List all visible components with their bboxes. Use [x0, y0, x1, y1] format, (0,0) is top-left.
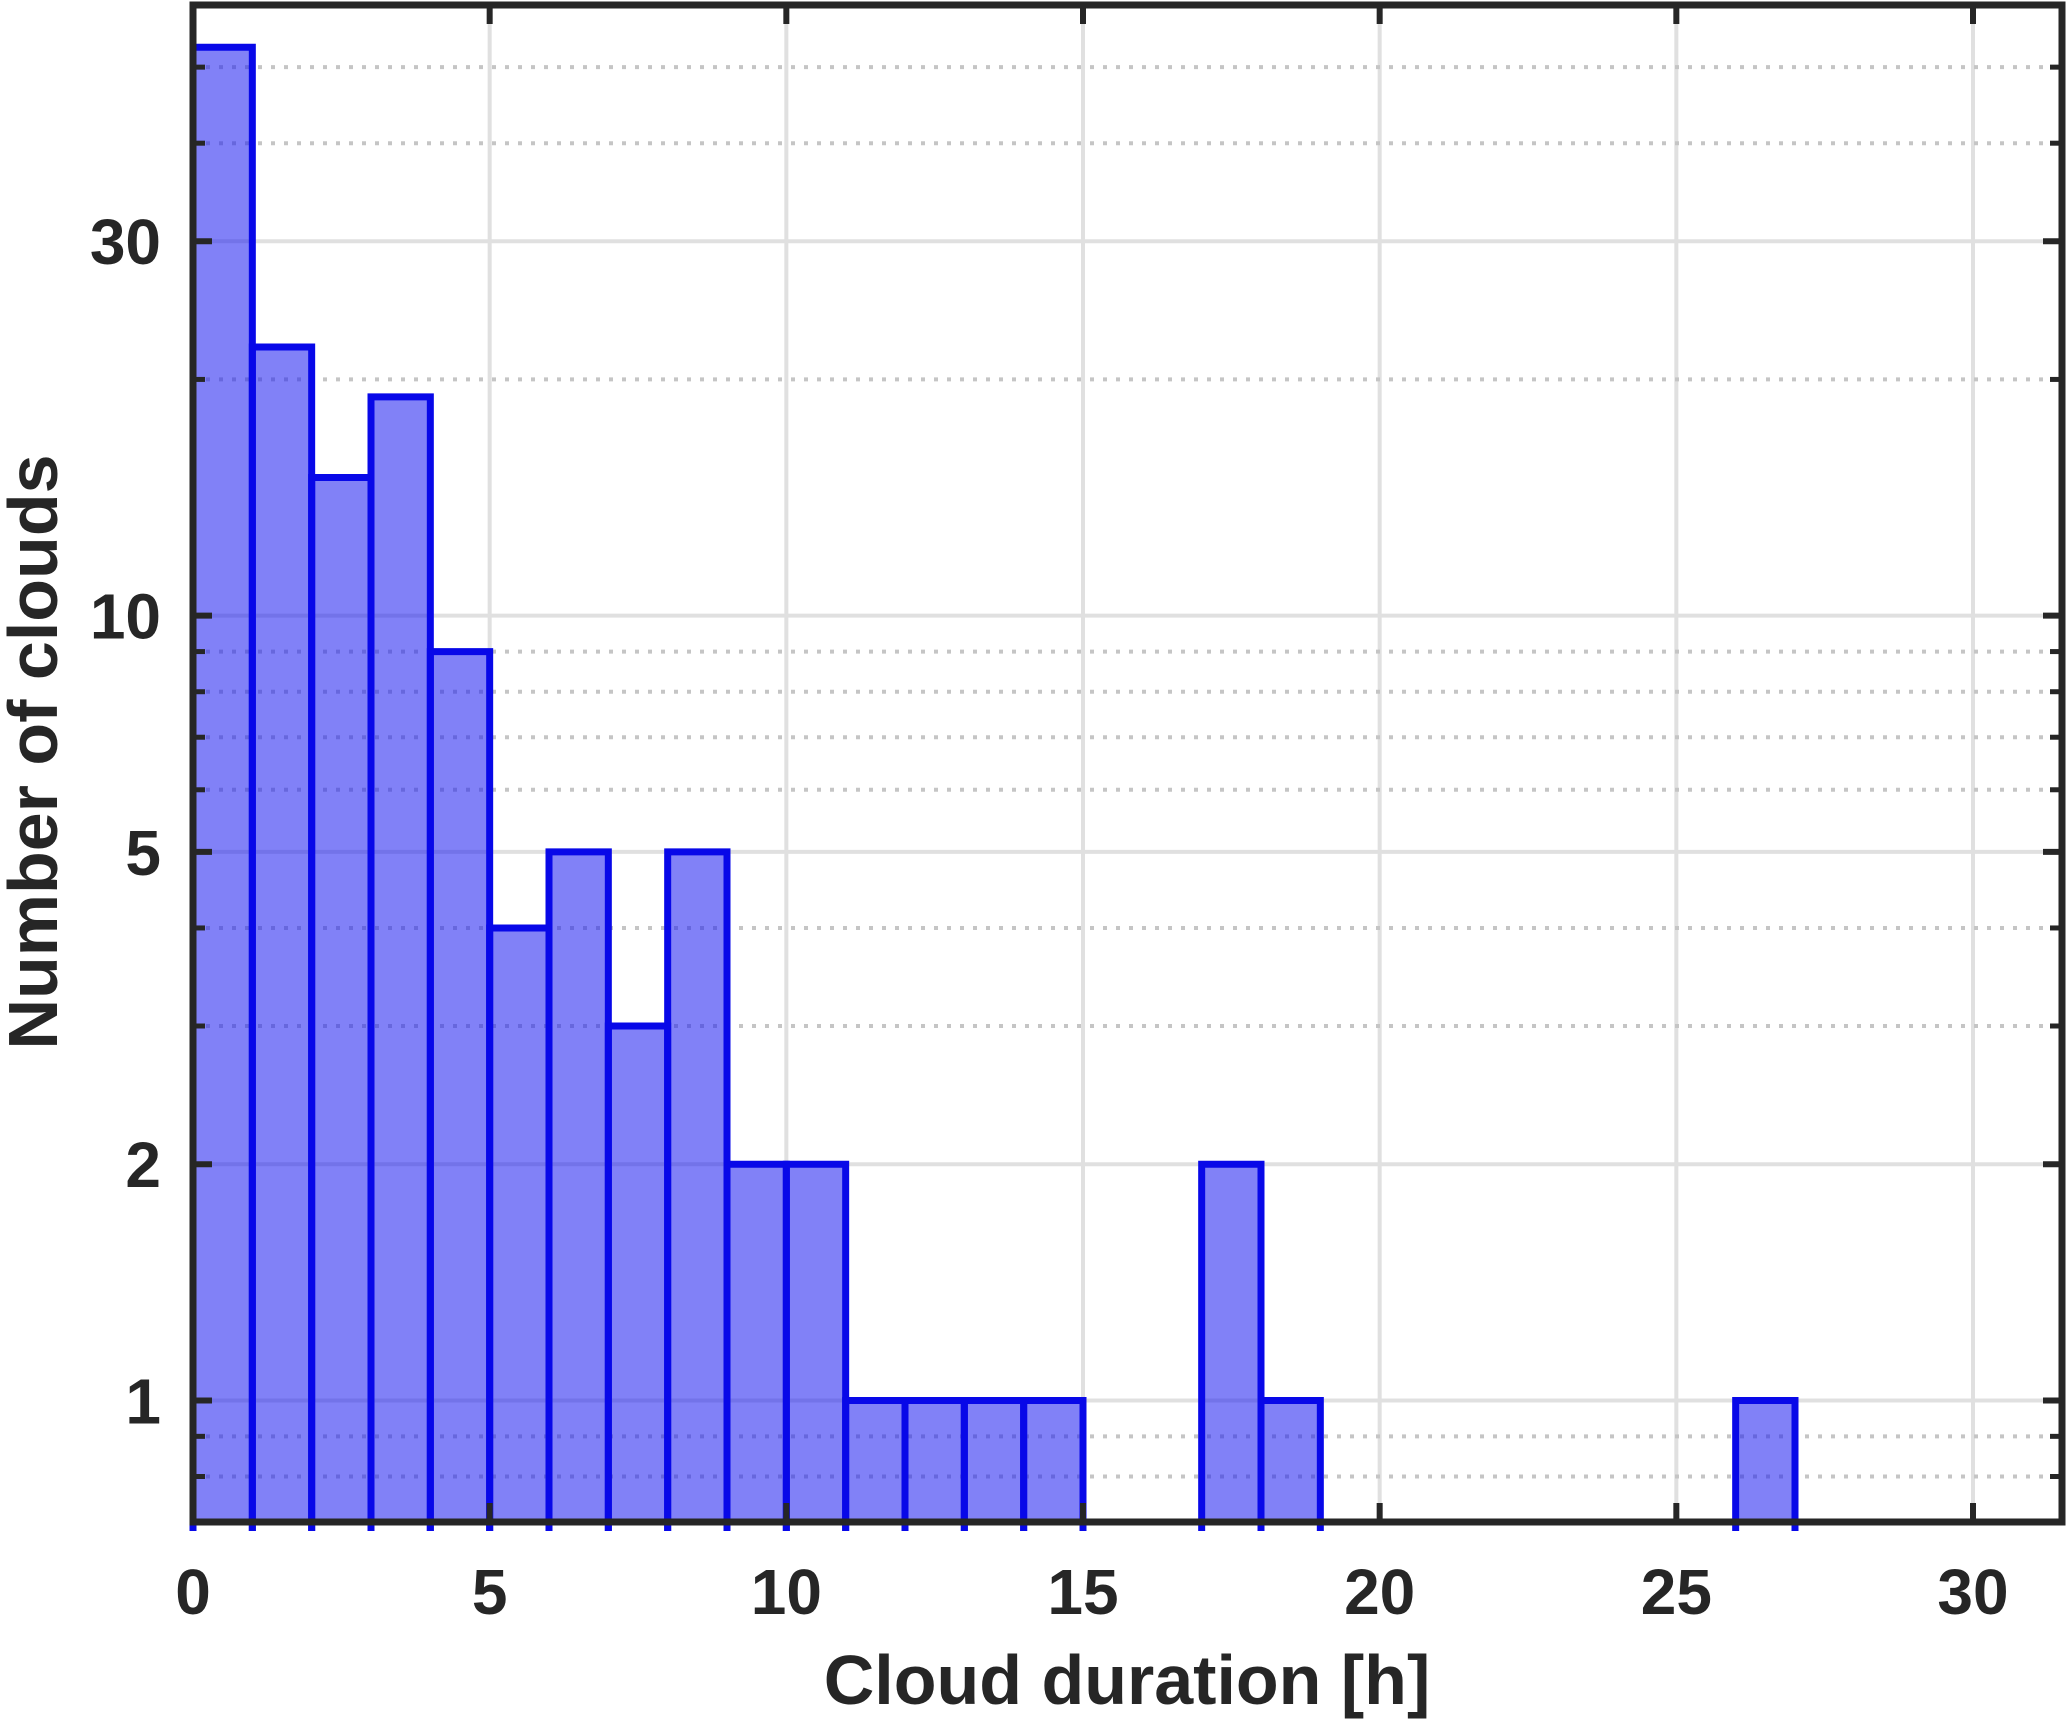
histogram-bar	[193, 47, 253, 1523]
y-tick-label: 2	[125, 1129, 161, 1201]
x-tick-label: 10	[751, 1556, 822, 1628]
x-tick-label: 25	[1641, 1556, 1712, 1628]
x-tick-label: 5	[472, 1556, 508, 1628]
histogram-bar	[311, 477, 371, 1523]
y-tick-label: 1	[125, 1365, 161, 1437]
histogram-bar	[845, 1400, 905, 1522]
histogram-bar	[1735, 1400, 1795, 1522]
histogram-bar	[371, 396, 431, 1522]
x-tick-label: 30	[1937, 1556, 2008, 1628]
histogram-bar	[786, 1164, 846, 1522]
histogram-bar	[608, 1026, 668, 1522]
y-tick-label: 10	[90, 581, 161, 653]
histogram-bar-outline	[1020, 1396, 1087, 1531]
histogram-bar	[489, 927, 549, 1522]
axes-border	[189, 1, 2066, 1526]
histogram-bar	[964, 1400, 1024, 1522]
x-tick-label: 15	[1047, 1556, 1118, 1628]
x-tick-label: 0	[175, 1556, 211, 1628]
x-tick-label: 20	[1344, 1556, 1415, 1628]
histogram-bar	[1023, 1400, 1083, 1522]
histogram-bar	[727, 1164, 787, 1522]
x-axis-label: Cloud duration [h]	[823, 1641, 1431, 1719]
histogram-bar	[1261, 1400, 1321, 1522]
histogram-bar	[1201, 1164, 1261, 1522]
y-tick-label: 5	[125, 817, 161, 889]
histogram-bar	[430, 651, 490, 1522]
y-axis-label: Number of clouds	[0, 454, 72, 1050]
histogram-bar	[905, 1400, 965, 1522]
histogram-bar	[549, 851, 609, 1522]
histogram-bar	[252, 346, 312, 1522]
y-tick-label: 30	[90, 206, 161, 278]
histogram-bar-outline	[782, 1160, 850, 1531]
histogram-bar-outline	[1732, 1396, 1799, 1531]
histogram-bar-outline	[1257, 1396, 1324, 1531]
histogram-bar	[667, 851, 727, 1522]
histogram-bar-outline	[1198, 1160, 1265, 1531]
